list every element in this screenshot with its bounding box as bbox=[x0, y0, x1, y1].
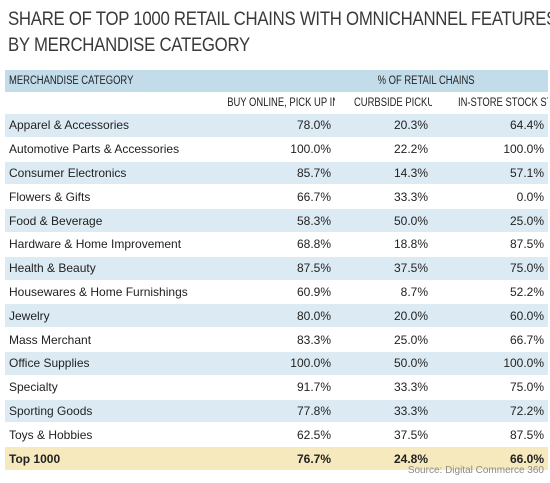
table-row: Office Supplies 100.0% 50.0% 100.0% bbox=[5, 351, 549, 376]
total-stock: 66.0% bbox=[432, 446, 549, 471]
row-curbside: 8.7% bbox=[335, 280, 432, 305]
header-group: % OF RETAIL CHAINS bbox=[195, 70, 549, 92]
row-category: Jewelry bbox=[5, 303, 195, 329]
row-bopis: 87.5% bbox=[195, 256, 335, 281]
total-curbside: 24.8% bbox=[335, 446, 432, 471]
row-stock: 66.7% bbox=[432, 327, 549, 352]
row-curbside: 33.3% bbox=[335, 375, 432, 400]
row-curbside: 20.0% bbox=[335, 303, 432, 329]
row-stock: 60.0% bbox=[432, 303, 549, 329]
table-row: Health & Beauty 87.5% 37.5% 75.0% bbox=[5, 256, 549, 281]
row-stock: 52.2% bbox=[432, 280, 549, 305]
omnichannel-table: MERCHANDISE CATEGORY % OF RETAIL CHAINS … bbox=[5, 70, 549, 471]
table-row: Toys & Hobbies 62.5% 37.5% 87.5% bbox=[5, 422, 549, 448]
row-bopis: 66.7% bbox=[195, 184, 335, 210]
row-bopis: 77.8% bbox=[195, 399, 335, 424]
row-category: Mass Merchant bbox=[5, 327, 195, 352]
row-stock: 64.4% bbox=[432, 114, 549, 138]
row-category: Office Supplies bbox=[5, 351, 195, 376]
table-row: Housewares & Home Furnishings 60.9% 8.7% 52… bbox=[5, 280, 549, 305]
row-bopis: 100.0% bbox=[195, 351, 335, 376]
row-category: Automotive Parts & Accessories bbox=[5, 137, 195, 162]
total-bopis: 76.7% bbox=[195, 446, 335, 471]
row-curbside: 14.3% bbox=[335, 161, 432, 186]
row-bopis: 78.0% bbox=[195, 114, 335, 138]
title-line-2: BY MERCHANDISE CATEGORY bbox=[8, 34, 250, 56]
table-row: Specialty 91.7% 33.3% 75.0% bbox=[5, 375, 549, 400]
row-curbside: 18.8% bbox=[335, 232, 432, 257]
header-category: MERCHANDISE CATEGORY bbox=[5, 70, 195, 92]
table-row: Sporting Goods 77.8% 33.3% 72.2% bbox=[5, 399, 549, 424]
row-stock: 87.5% bbox=[432, 422, 549, 448]
row-stock: 75.0% bbox=[432, 375, 549, 400]
row-category: Toys & Hobbies bbox=[5, 422, 195, 448]
table-row: Apparel & Accessories 78.0% 20.3% 64.4% bbox=[5, 114, 549, 138]
title-line-1: SHARE OF TOP 1000 RETAIL CHAINS WITH OMN… bbox=[8, 8, 550, 30]
row-curbside: 20.3% bbox=[335, 114, 432, 138]
header-stock-status: IN-STORE STOCK STATUS bbox=[432, 92, 549, 114]
row-bopis: 91.7% bbox=[195, 375, 335, 400]
row-category: Sporting Goods bbox=[5, 399, 195, 424]
row-bopis: 62.5% bbox=[195, 422, 335, 448]
row-category: Hardware & Home Improvement bbox=[5, 232, 195, 257]
row-category: Food & Beverage bbox=[5, 208, 195, 233]
table-row: Automotive Parts & Accessories 100.0% 22.2… bbox=[5, 137, 549, 162]
row-stock: 100.0% bbox=[432, 351, 549, 376]
row-bopis: 60.9% bbox=[195, 280, 335, 305]
row-curbside: 37.5% bbox=[335, 422, 432, 448]
table-row: Hardware & Home Improvement 68.8% 18.8% 87.… bbox=[5, 232, 549, 257]
row-bopis: 100.0% bbox=[195, 137, 335, 162]
row-stock: 87.5% bbox=[432, 232, 549, 257]
row-bopis: 85.7% bbox=[195, 161, 335, 186]
row-stock: 0.0% bbox=[432, 184, 549, 210]
row-category: Consumer Electronics bbox=[5, 161, 195, 186]
row-category: Flowers & Gifts bbox=[5, 184, 195, 210]
table-row: Jewelry 80.0% 20.0% 60.0% bbox=[5, 303, 549, 329]
row-category: Apparel & Accessories bbox=[5, 114, 195, 138]
header-row-group: MERCHANDISE CATEGORY % OF RETAIL CHAINS bbox=[5, 70, 549, 92]
row-category: Specialty bbox=[5, 375, 195, 400]
row-bopis: 80.0% bbox=[195, 303, 335, 329]
header-bopis: BUY ONLINE, PICK UP IN STORE bbox=[195, 92, 335, 114]
row-stock: 25.0% bbox=[432, 208, 549, 233]
row-curbside: 25.0% bbox=[335, 327, 432, 352]
header-row-columns: BUY ONLINE, PICK UP IN STORE CURBSIDE PI… bbox=[5, 92, 549, 114]
header-curbside: CURBSIDE PICKUP bbox=[335, 92, 432, 114]
row-curbside: 33.3% bbox=[335, 399, 432, 424]
row-category: Health & Beauty bbox=[5, 256, 195, 281]
table-title: SHARE OF TOP 1000 RETAIL CHAINS WITH OMN… bbox=[8, 6, 550, 58]
row-curbside: 37.5% bbox=[335, 256, 432, 281]
row-curbside: 50.0% bbox=[335, 208, 432, 233]
total-category: Top 1000 bbox=[5, 446, 195, 471]
row-curbside: 22.2% bbox=[335, 137, 432, 162]
row-category: Housewares & Home Furnishings bbox=[5, 280, 195, 305]
header-blank bbox=[5, 92, 195, 114]
row-bopis: 68.8% bbox=[195, 232, 335, 257]
row-stock: 57.1% bbox=[432, 161, 549, 186]
row-stock: 72.2% bbox=[432, 399, 549, 424]
table-row: Food & Beverage 58.3% 50.0% 25.0% bbox=[5, 208, 549, 233]
row-stock: 75.0% bbox=[432, 256, 549, 281]
table-row: Flowers & Gifts 66.7% 33.3% 0.0% bbox=[5, 184, 549, 210]
row-stock: 100.0% bbox=[432, 137, 549, 162]
source-note: Source: Digital Commerce 360 bbox=[407, 465, 544, 476]
row-bopis: 83.3% bbox=[195, 327, 335, 352]
row-curbside: 33.3% bbox=[335, 184, 432, 210]
table-row: Consumer Electronics 85.7% 14.3% 57.1% bbox=[5, 161, 549, 186]
table-body: Apparel & Accessories 78.0% 20.3% 64.4% Auto… bbox=[5, 114, 549, 448]
row-bopis: 58.3% bbox=[195, 208, 335, 233]
total-row: Top 1000 76.7% 24.8% 66.0% bbox=[5, 446, 549, 471]
row-curbside: 50.0% bbox=[335, 351, 432, 376]
table-row: Mass Merchant 83.3% 25.0% 66.7% bbox=[5, 327, 549, 352]
